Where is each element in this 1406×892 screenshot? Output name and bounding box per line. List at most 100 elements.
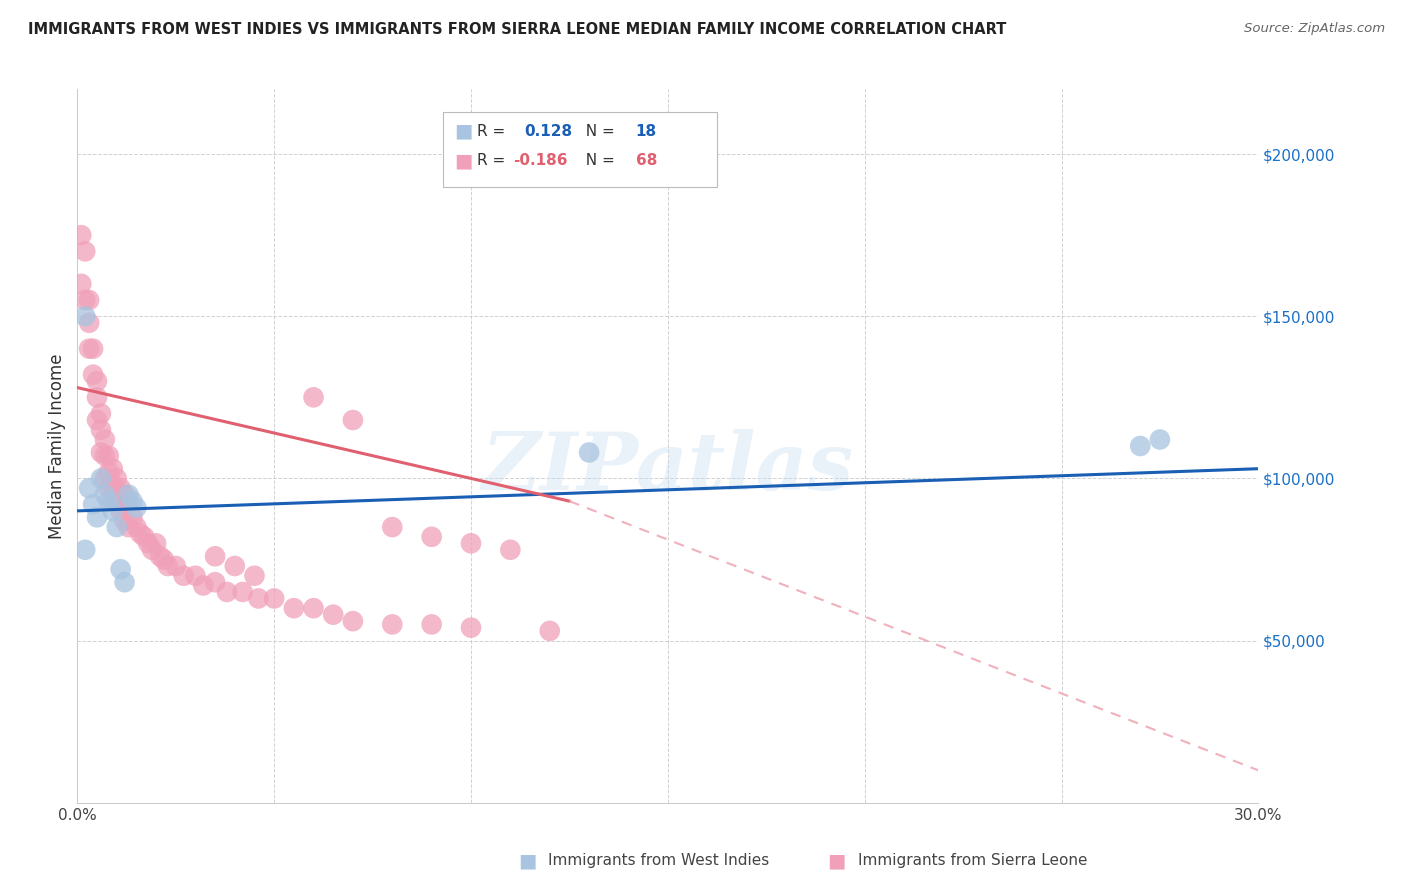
Point — [82, 342, 104, 356]
Point — [322, 607, 344, 622]
Point — [110, 481, 132, 495]
Point — [114, 488, 136, 502]
Text: ■: ■ — [454, 151, 472, 170]
Point — [381, 520, 404, 534]
Text: 0.128: 0.128 — [524, 124, 572, 138]
Point — [90, 445, 112, 459]
Point — [247, 591, 270, 606]
Point — [117, 494, 139, 508]
Point — [114, 514, 136, 528]
Point — [420, 617, 443, 632]
Point — [101, 461, 124, 475]
Text: 18: 18 — [636, 124, 657, 138]
Point — [94, 488, 117, 502]
Point — [121, 510, 143, 524]
Point — [302, 390, 325, 404]
Text: IMMIGRANTS FROM WEST INDIES VS IMMIGRANTS FROM SIERRA LEONE MEDIAN FAMILY INCOME: IMMIGRANTS FROM WEST INDIES VS IMMIGRANT… — [28, 22, 1007, 37]
Point — [460, 536, 482, 550]
Point — [215, 585, 238, 599]
Point — [94, 433, 117, 447]
Point — [70, 277, 93, 291]
Point — [77, 481, 100, 495]
Text: Immigrants from Sierra Leone: Immigrants from Sierra Leone — [858, 854, 1087, 868]
Point — [224, 559, 246, 574]
Point — [204, 549, 226, 564]
Point — [90, 407, 112, 421]
Point — [460, 621, 482, 635]
Point — [153, 552, 176, 566]
Point — [243, 568, 266, 582]
Point — [538, 624, 561, 638]
Text: -0.186: -0.186 — [513, 153, 568, 168]
Text: ■: ■ — [454, 121, 472, 141]
Text: ■: ■ — [517, 851, 537, 871]
Point — [110, 562, 132, 576]
Point — [263, 591, 285, 606]
Point — [94, 449, 117, 463]
Point — [105, 471, 128, 485]
Point — [342, 614, 364, 628]
Point — [302, 601, 325, 615]
Text: N =: N = — [576, 124, 620, 138]
Point — [97, 465, 120, 479]
Text: ■: ■ — [827, 851, 846, 871]
Point — [141, 542, 163, 557]
Point — [82, 497, 104, 511]
Text: R =: R = — [477, 124, 510, 138]
Point — [86, 374, 108, 388]
Point — [110, 504, 132, 518]
Point — [101, 478, 124, 492]
Text: 68: 68 — [636, 153, 657, 168]
Point — [420, 530, 443, 544]
Point — [86, 510, 108, 524]
Point — [1129, 439, 1152, 453]
Point — [75, 244, 97, 259]
Point — [136, 536, 159, 550]
Point — [86, 413, 108, 427]
Point — [90, 471, 112, 485]
Point — [114, 575, 136, 590]
Point — [90, 423, 112, 437]
Point — [75, 542, 97, 557]
Point — [86, 390, 108, 404]
Text: R =: R = — [477, 153, 510, 168]
Y-axis label: Median Family Income: Median Family Income — [48, 353, 66, 539]
Point — [77, 293, 100, 307]
Point — [232, 585, 254, 599]
Point — [97, 494, 120, 508]
Point — [149, 549, 172, 564]
Text: N =: N = — [576, 153, 620, 168]
Point — [97, 449, 120, 463]
Point — [82, 368, 104, 382]
Point — [117, 520, 139, 534]
Point — [184, 568, 207, 582]
Point — [101, 494, 124, 508]
Point — [125, 500, 148, 515]
Text: ZIPatlas: ZIPatlas — [482, 429, 853, 506]
Point — [77, 342, 100, 356]
Point — [105, 494, 128, 508]
Point — [499, 542, 522, 557]
Point — [75, 310, 97, 324]
Point — [193, 578, 215, 592]
Point — [204, 575, 226, 590]
Point — [1149, 433, 1171, 447]
Point — [145, 536, 167, 550]
Point — [173, 568, 195, 582]
Point — [121, 494, 143, 508]
Point — [75, 293, 97, 307]
Point — [165, 559, 187, 574]
Point — [117, 488, 139, 502]
Point — [381, 617, 404, 632]
Point — [97, 481, 120, 495]
Point — [283, 601, 305, 615]
Point — [101, 504, 124, 518]
Point — [94, 471, 117, 485]
Point — [105, 520, 128, 534]
Point — [129, 526, 152, 541]
Point — [125, 520, 148, 534]
Point — [77, 316, 100, 330]
Point — [70, 228, 93, 243]
Point — [156, 559, 179, 574]
Text: Source: ZipAtlas.com: Source: ZipAtlas.com — [1244, 22, 1385, 36]
